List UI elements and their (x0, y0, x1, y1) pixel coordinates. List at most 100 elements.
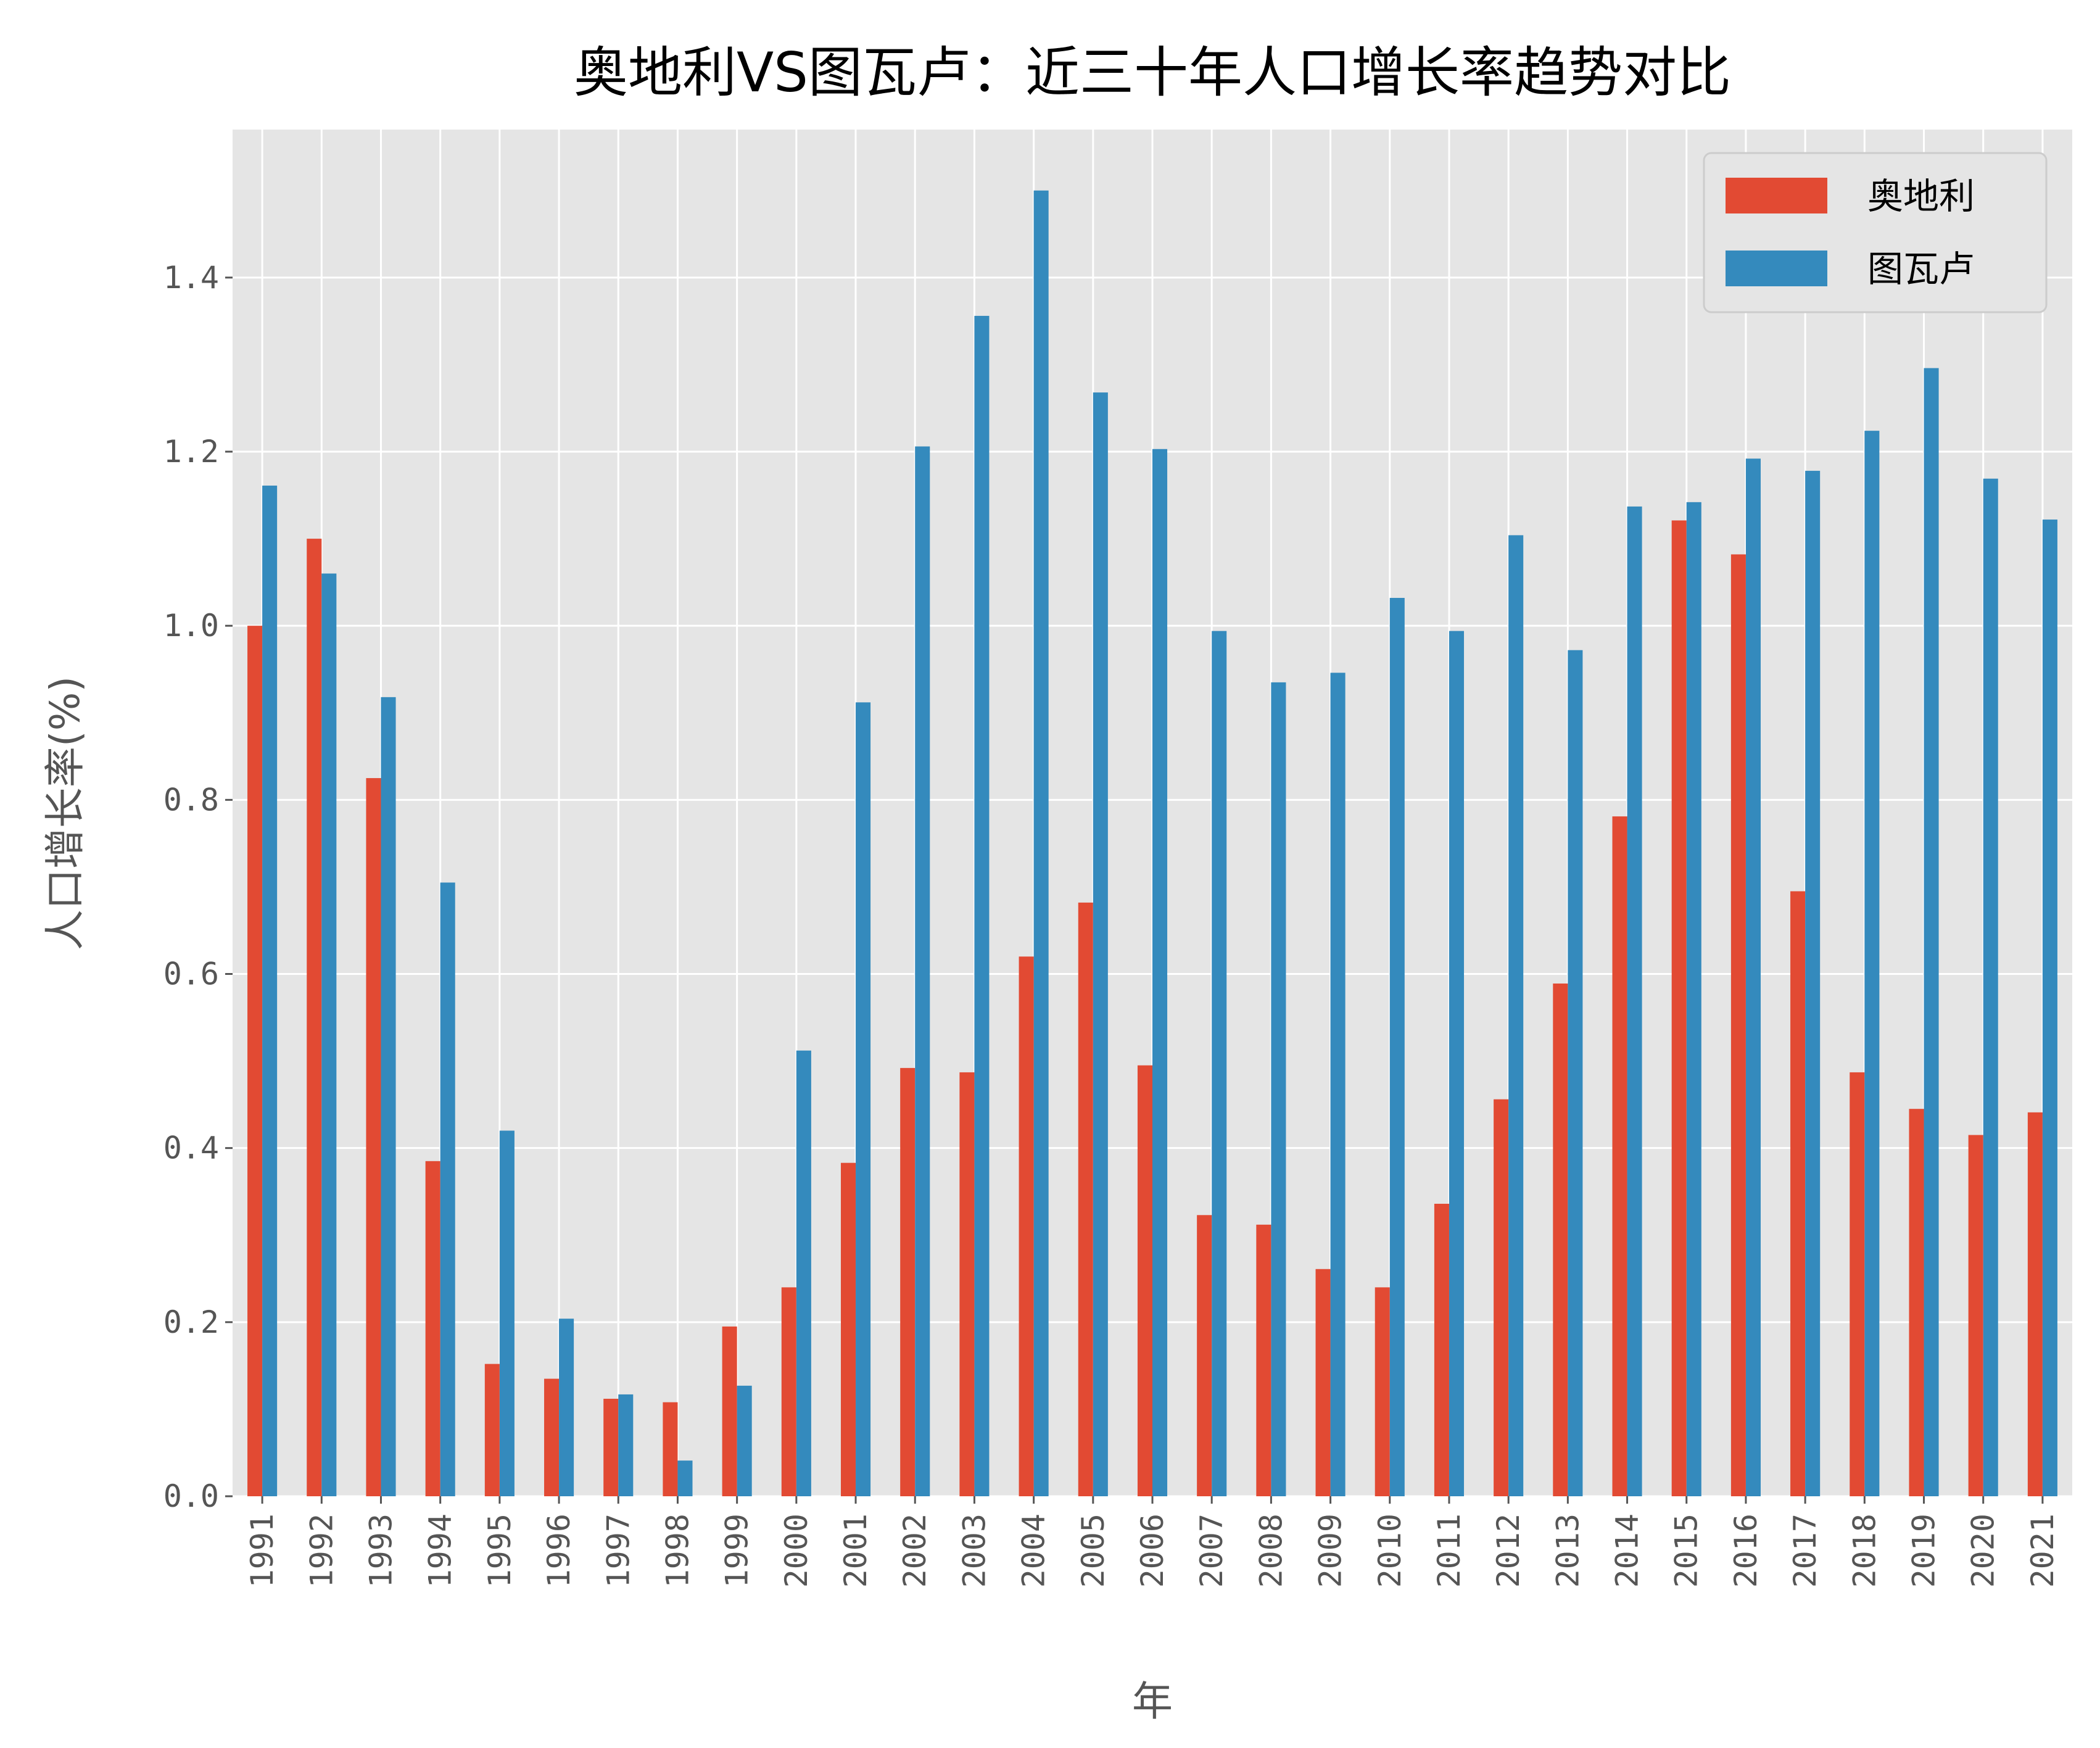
bar-series2 (915, 446, 930, 1496)
bar-series1 (1137, 1065, 1152, 1496)
bar-series2 (1389, 598, 1405, 1497)
bar-series2 (1627, 506, 1642, 1496)
y-tick-label: 0.8 (163, 782, 219, 818)
x-tick-label: 2007 (1194, 1514, 1230, 1588)
y-tick-label: 0.2 (163, 1304, 219, 1340)
y-tick-label: 0.6 (163, 956, 219, 992)
bar-series1 (544, 1378, 560, 1496)
x-tick-label: 2001 (838, 1514, 874, 1588)
y-tick-label: 1.4 (163, 260, 219, 296)
x-tick-label: 2013 (1550, 1514, 1585, 1588)
bar-series1 (247, 626, 263, 1496)
legend-swatch (1726, 251, 1827, 286)
x-tick-label: 2008 (1253, 1514, 1289, 1588)
bar-series2 (677, 1460, 693, 1496)
bar-series1 (1078, 902, 1093, 1496)
x-tick-label: 2018 (1846, 1514, 1882, 1588)
bar-series1 (1612, 816, 1627, 1496)
x-tick-label: 1994 (423, 1514, 458, 1588)
bar-series1 (722, 1326, 737, 1496)
bar-series1 (1850, 1072, 1865, 1496)
x-tick-label: 1992 (304, 1514, 339, 1588)
y-axis-label: 人口增长率(%) (41, 676, 89, 950)
x-tick-label: 2000 (779, 1514, 814, 1588)
bar-group (247, 190, 2057, 1497)
x-tick-label: 2014 (1610, 1514, 1645, 1588)
bar-series2 (1271, 682, 1286, 1496)
bar-series1 (307, 539, 322, 1497)
bar-series1 (1375, 1287, 1390, 1496)
x-tick-label: 1991 (244, 1514, 280, 1588)
bar-series1 (1256, 1224, 1271, 1496)
bar-series1 (1019, 956, 1034, 1496)
bar-series2 (1924, 368, 1939, 1496)
bar-series1 (1197, 1215, 1212, 1496)
bar-series1 (663, 1402, 678, 1496)
x-tick-label: 1996 (541, 1514, 577, 1588)
x-tick-label: 2010 (1372, 1514, 1408, 1588)
bar-series2 (1330, 673, 1346, 1496)
bar-series1 (1968, 1135, 1983, 1496)
bar-series1 (1315, 1269, 1331, 1496)
x-tick-label: 2020 (1966, 1514, 2001, 1588)
bar-series1 (484, 1364, 500, 1496)
x-tick-label: 2017 (1787, 1514, 1823, 1588)
bar-series1 (1553, 984, 1568, 1496)
x-tick-label: 1999 (719, 1514, 755, 1588)
bar-series2 (1568, 650, 1583, 1496)
legend-label: 图瓦卢 (1867, 248, 1975, 290)
bar-series1 (1671, 520, 1687, 1496)
x-tick-label: 1995 (482, 1514, 518, 1588)
bar-series2 (1212, 631, 1227, 1496)
x-tick-label: 2004 (1016, 1514, 1052, 1588)
bar-series2 (499, 1130, 515, 1496)
bar-series2 (1152, 449, 1168, 1496)
x-tick-label: 2011 (1431, 1514, 1467, 1588)
y-tick-label: 0.4 (163, 1130, 219, 1166)
bar-series2 (796, 1050, 811, 1496)
bar-series1 (425, 1161, 440, 1496)
y-tick-label: 1.2 (163, 434, 219, 470)
bar-series2 (1745, 458, 1761, 1496)
x-tick-label: 2006 (1135, 1514, 1170, 1588)
x-tick-label: 2012 (1490, 1514, 1526, 1588)
bar-series2 (618, 1394, 634, 1496)
legend-swatch (1726, 178, 1827, 213)
axes: 0.0 0.2 0.4 0.6 0.8 1.0 1.2 1.4 1991 1992 1993 1994… (163, 260, 2061, 1588)
x-tick-label: 2005 (1075, 1514, 1111, 1588)
y-tick-label: 0.0 (163, 1478, 219, 1514)
bar-series2 (1033, 190, 1049, 1496)
y-tick-label: 1.0 (163, 608, 219, 644)
x-tick-label: 2016 (1728, 1514, 1764, 1588)
bar-series1 (2027, 1112, 2043, 1496)
bar-series2 (262, 486, 278, 1496)
x-tick-label: 2003 (956, 1514, 992, 1588)
bar-series1 (603, 1398, 619, 1496)
bar-series1 (1909, 1109, 1924, 1496)
legend-label: 奥地利 (1867, 175, 1975, 217)
bar-series2 (1864, 431, 1880, 1496)
bar-series2 (440, 882, 455, 1496)
bar-series1 (366, 778, 381, 1496)
bar-series1 (1790, 891, 1806, 1496)
x-tick-label: 1997 (600, 1514, 636, 1588)
bar-series2 (321, 573, 337, 1497)
bar-series1 (900, 1067, 916, 1496)
bar-series2 (381, 697, 396, 1496)
bar-series1 (1494, 1099, 1509, 1496)
x-tick-label: 2019 (1906, 1514, 1942, 1588)
bar-series1 (959, 1072, 975, 1496)
x-tick-label: 2015 (1669, 1514, 1705, 1588)
x-tick-label: 2021 (2025, 1514, 2061, 1588)
bar-series2 (1508, 535, 1524, 1497)
bar-series2 (1686, 502, 1701, 1496)
x-tick-label: 1998 (659, 1514, 695, 1588)
bar-series2 (559, 1319, 574, 1496)
bar-series2 (1093, 392, 1108, 1496)
chart-title: 奥地利VS图瓦卢：近三十年人口增长率趋势对比 (574, 41, 1731, 104)
bar-series2 (737, 1385, 752, 1496)
bar-series2 (1983, 478, 1998, 1496)
x-tick-label: 1993 (363, 1514, 399, 1588)
